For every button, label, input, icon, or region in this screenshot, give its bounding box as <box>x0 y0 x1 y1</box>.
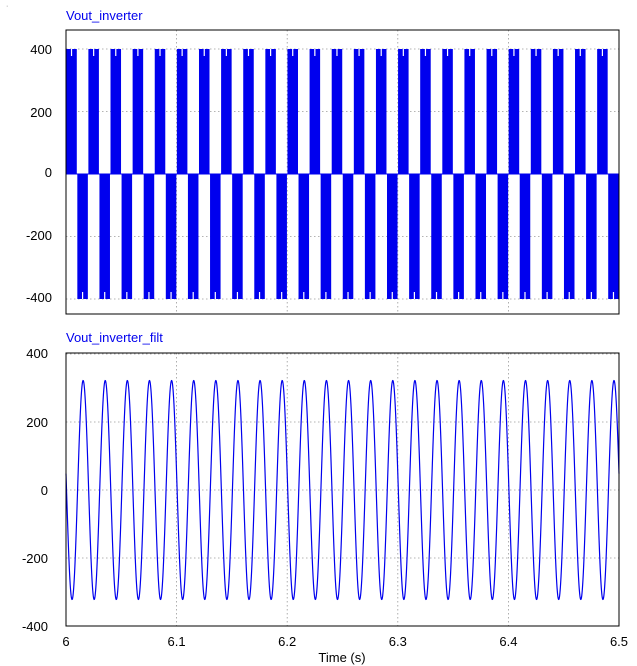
pwm-negative-pulse <box>342 174 354 299</box>
pwm-negative-pulse <box>364 174 376 299</box>
pwm-negative-pulse <box>143 174 155 299</box>
pwm-positive-pulse <box>331 49 343 174</box>
panel2-ytick-400: 400 <box>26 346 48 361</box>
pwm-positive-pulse <box>132 49 144 174</box>
pwm-negative-pulse <box>453 174 464 299</box>
pwm-negative-pulse <box>409 174 420 299</box>
pwm-positive-pulse <box>66 49 77 174</box>
pwm-positive-pulse <box>154 49 166 174</box>
pwm-positive-pulse <box>309 49 321 174</box>
pwm-negative-pulse <box>77 174 88 299</box>
svg-text:·: · <box>6 3 8 10</box>
x-tick-label: 6 <box>62 634 69 649</box>
panel2-title: Vout_inverter_filt <box>66 330 163 345</box>
pwm-positive-pulse <box>110 49 122 174</box>
panel1-frame <box>65 29 620 315</box>
pwm-positive-pulse <box>420 49 431 174</box>
pwm-negative-pulse <box>519 174 531 299</box>
panel2-ytick-0: 0 <box>41 483 48 498</box>
pwm-negative-pulse <box>232 174 243 299</box>
pwm-positive-pulse <box>508 49 520 174</box>
panel1-ytick-0: 0 <box>45 165 52 180</box>
pwm-positive-pulse <box>398 49 409 174</box>
pwm-negative-pulse <box>276 174 287 299</box>
pwm-positive-pulse <box>442 49 453 174</box>
pwm-negative-pulse <box>431 174 442 299</box>
panel-vout-inverter: Vout_inverter 400 200 0 -200 -400 <box>26 8 620 315</box>
pwm-positive-pulse <box>552 49 564 174</box>
panel2-frame <box>65 352 620 627</box>
pwm-positive-pulse <box>221 49 232 174</box>
pwm-positive-pulse <box>575 49 586 174</box>
panel1-title: Vout_inverter <box>66 8 143 23</box>
pwm-positive-pulse <box>243 49 254 174</box>
pwm-negative-pulse <box>586 174 597 299</box>
panel-vout-inverter-filt: Vout_inverter_filt 400 200 0 -200 -400 6… <box>22 330 628 665</box>
pwm-positive-pulse <box>265 49 276 174</box>
pwm-negative-pulse <box>497 174 509 299</box>
pwm-positive-pulse <box>176 49 188 174</box>
pwm-negative-pulse <box>210 174 221 299</box>
panel1-ytick-400: 400 <box>30 42 52 57</box>
filtered-sine-series <box>65 379 620 601</box>
panel2-ytick-200: 200 <box>26 415 48 430</box>
pwm-negative-pulse <box>320 174 332 299</box>
pwm-negative-pulse <box>608 174 619 299</box>
panel2-ytick-neg400: -400 <box>22 619 48 634</box>
panel1-series <box>66 49 619 299</box>
pwm-positive-pulse <box>287 49 298 174</box>
x-tick-label: 6.4 <box>499 634 517 649</box>
panel1-ytick-200: 200 <box>30 105 52 120</box>
pwm-positive-pulse <box>88 49 99 174</box>
panel2-ytick-neg200: -200 <box>22 551 48 566</box>
pwm-negative-pulse <box>187 174 199 299</box>
pwm-negative-pulse <box>475 174 487 299</box>
pwm-negative-pulse <box>99 174 110 299</box>
x-tick-label: 6.3 <box>389 634 407 649</box>
x-tick-label: 6.2 <box>278 634 296 649</box>
x-tick-label: 6.1 <box>168 634 186 649</box>
panel1-ytick-neg400: -400 <box>26 290 52 305</box>
pwm-negative-pulse <box>541 174 553 299</box>
pwm-negative-pulse <box>298 174 310 299</box>
pwm-positive-pulse <box>375 49 387 174</box>
pwm-negative-pulse <box>387 174 398 299</box>
pwm-negative-pulse <box>121 174 133 299</box>
panel1-ytick-neg200: -200 <box>26 228 52 243</box>
pwm-positive-pulse <box>353 49 365 174</box>
pwm-positive-pulse <box>464 49 475 174</box>
panel2-series <box>65 379 620 601</box>
pwm-negative-pulse <box>563 174 575 299</box>
x-tick-label: 6.5 <box>610 634 628 649</box>
pwm-negative-pulse <box>165 174 177 299</box>
pwm-positive-pulse <box>198 49 210 174</box>
pwm-positive-pulse <box>597 49 608 174</box>
pwm-negative-pulse <box>254 174 265 299</box>
pwm-positive-pulse <box>530 49 542 174</box>
panel2-xticks: 6 6.1 6.2 6.3 6.4 6.5 <box>62 634 628 649</box>
x-axis-label: Time (s) <box>318 650 365 665</box>
pwm-positive-pulse <box>486 49 498 174</box>
